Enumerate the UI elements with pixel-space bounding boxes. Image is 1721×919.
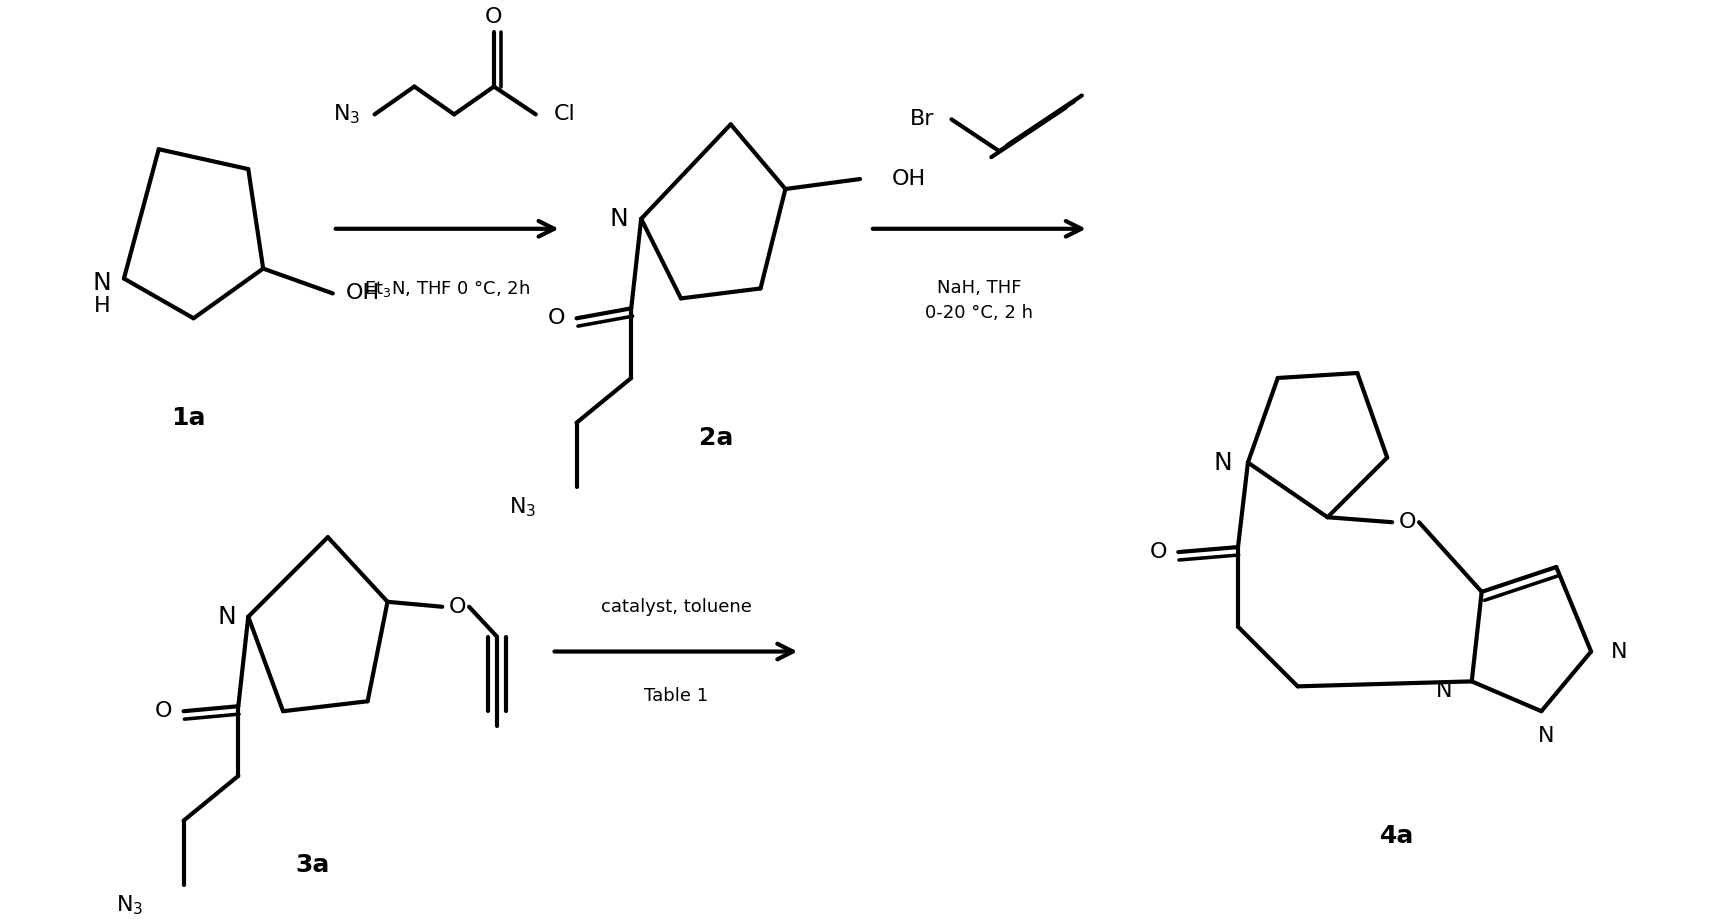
Text: Cl: Cl <box>554 105 575 124</box>
Text: N: N <box>1539 726 1554 746</box>
Text: O: O <box>1150 542 1167 562</box>
Text: O: O <box>449 596 466 617</box>
Text: 1a: 1a <box>172 406 207 430</box>
Text: OH: OH <box>891 169 926 189</box>
Text: N: N <box>1213 450 1232 474</box>
Text: N: N <box>93 271 112 296</box>
Text: N: N <box>1435 681 1453 701</box>
Text: N$_3$: N$_3$ <box>332 103 360 126</box>
Text: 4a: 4a <box>1380 823 1415 847</box>
Text: 0-20 °C, 2 h: 0-20 °C, 2 h <box>926 304 1033 323</box>
Text: O: O <box>485 7 503 27</box>
Text: N: N <box>609 207 628 231</box>
Text: N$_3$: N$_3$ <box>117 893 145 917</box>
Text: N: N <box>217 605 236 629</box>
Text: N: N <box>1611 641 1628 662</box>
Text: catalyst, toluene: catalyst, toluene <box>601 597 752 616</box>
Text: O: O <box>1399 512 1416 532</box>
Text: Et$_3$N, THF 0 °C, 2h: Et$_3$N, THF 0 °C, 2h <box>365 278 530 299</box>
Text: O: O <box>547 308 566 328</box>
Text: Table 1: Table 1 <box>644 687 707 705</box>
Text: 3a: 3a <box>296 854 330 878</box>
Text: Br: Br <box>910 109 935 130</box>
Text: O: O <box>155 701 172 721</box>
Text: H: H <box>93 296 110 316</box>
Text: 2a: 2a <box>699 425 733 449</box>
Text: NaH, THF: NaH, THF <box>938 279 1022 298</box>
Text: OH: OH <box>346 283 380 303</box>
Text: N$_3$: N$_3$ <box>509 495 537 519</box>
